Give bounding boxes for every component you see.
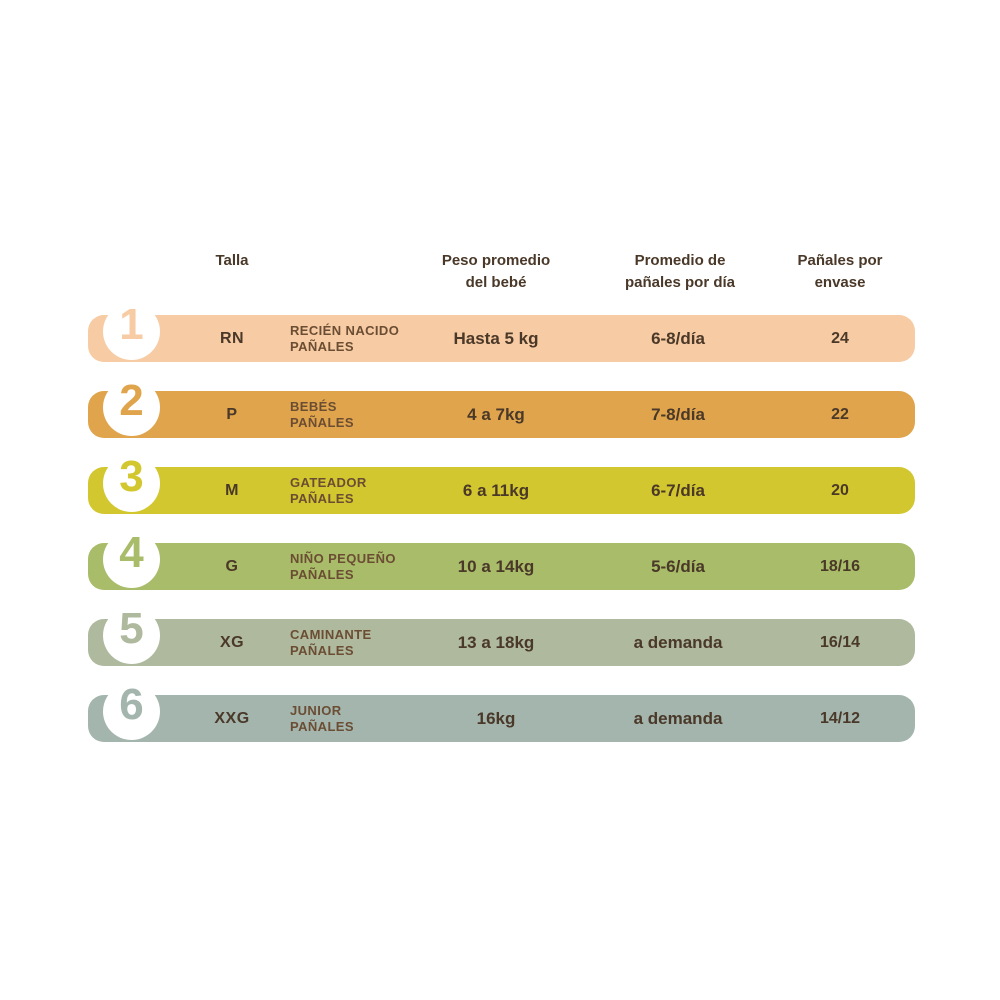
stage-label-line2: PAÑALES <box>290 490 354 506</box>
stage-label-line1: BEBÉS <box>290 399 337 414</box>
header-label: Promedio de <box>634 252 726 269</box>
weight-range: 10 a 14kg <box>457 556 535 576</box>
stage-label: JUNIOR PAÑALES <box>290 695 475 742</box>
diapers-per-pack: 24 <box>831 329 849 347</box>
column-header-panales-envase: Pañales por envase <box>777 250 903 294</box>
stage-label-line1: CAMINANTE <box>290 627 372 642</box>
diapers-per-day: 7-8/día <box>651 404 705 424</box>
table-row: 4 G NIÑO PEQUEÑO PAÑALES 10 a 14kg 5-6/d… <box>88 528 915 590</box>
stage-label: RECIÉN NACIDO PAÑALES <box>290 315 475 362</box>
size-code: RN <box>219 329 245 347</box>
stage-label: BEBÉS PAÑALES <box>290 391 475 438</box>
stage-label-line2: PAÑALES <box>290 414 354 430</box>
row-number: 2 <box>119 375 144 425</box>
header-label: Peso promedio <box>441 252 551 269</box>
table-row: 2 P BEBÉS PAÑALES 4 a 7kg 7-8/día 22 <box>88 376 915 438</box>
stage-label-line1: GATEADOR <box>290 475 367 490</box>
row-number-badge: 1 <box>103 299 160 360</box>
diapers-per-pack: 18/16 <box>819 557 861 575</box>
header-label: Talla <box>215 252 249 269</box>
row-number-badge: 3 <box>103 451 160 512</box>
table-row: 1 RN RECIÉN NACIDO PAÑALES Hasta 5 kg 6-… <box>88 300 915 362</box>
stage-label-line2: PAÑALES <box>290 338 354 354</box>
stage-label: GATEADOR PAÑALES <box>290 467 475 514</box>
diapers-per-pack: 22 <box>831 405 849 423</box>
table-row: 6 XXG JUNIOR PAÑALES 16kg a demanda 14/1… <box>88 680 915 742</box>
header-label: envase <box>814 274 866 291</box>
diapers-per-pack: 20 <box>831 481 849 499</box>
row-number-badge: 5 <box>103 603 160 664</box>
stage-label: CAMINANTE PAÑALES <box>290 619 475 666</box>
row-number-badge: 2 <box>103 375 160 436</box>
table-header: Talla Peso promedio del bebé Promedio de… <box>88 250 915 302</box>
diapers-per-day: 6-7/día <box>651 480 705 500</box>
row-number: 1 <box>119 299 144 349</box>
weight-range: 13 a 18kg <box>457 632 535 652</box>
diapers-per-pack: 16/14 <box>819 633 861 651</box>
row-number: 4 <box>119 527 144 577</box>
diapers-per-day: 6-8/día <box>651 328 705 348</box>
stage-label-line1: RECIÉN NACIDO <box>290 323 400 338</box>
column-header-promedio-dia: Promedio de pañales por día <box>598 250 762 294</box>
stage-label-line2: PAÑALES <box>290 642 354 658</box>
diapers-per-day: a demanda <box>633 708 723 728</box>
column-header-talla: Talla <box>192 250 272 272</box>
row-number: 3 <box>119 451 144 501</box>
weight-range: 4 a 7kg <box>467 404 525 424</box>
header-label: Pañales por <box>797 252 883 269</box>
stage-label-line1: JUNIOR <box>290 703 342 718</box>
size-code: XG <box>219 633 245 651</box>
header-label: pañales por día <box>624 274 736 291</box>
weight-range: Hasta 5 kg <box>453 328 539 348</box>
weight-range: 16kg <box>476 708 516 728</box>
size-code: P <box>226 405 238 423</box>
table-row: 3 M GATEADOR PAÑALES 6 a 11kg 6-7/día 20 <box>88 452 915 514</box>
weight-range: 6 a 11kg <box>462 480 530 500</box>
row-number-badge: 4 <box>103 527 160 588</box>
row-number: 5 <box>119 603 144 653</box>
row-number: 6 <box>119 679 144 729</box>
diapers-per-pack: 14/12 <box>819 709 861 727</box>
size-code: M <box>225 481 239 499</box>
size-code: XXG <box>214 709 250 727</box>
column-header-peso-promedio: Peso promedio del bebé <box>416 250 576 294</box>
stage-label-line2: PAÑALES <box>290 566 354 582</box>
stage-label-line1: NIÑO PEQUEÑO <box>290 551 396 566</box>
table-row: 5 XG CAMINANTE PAÑALES 13 a 18kg a deman… <box>88 604 915 666</box>
diapers-per-day: 5-6/día <box>651 556 705 576</box>
row-number-badge: 6 <box>103 679 160 740</box>
stage-label: NIÑO PEQUEÑO PAÑALES <box>290 543 475 590</box>
size-code: G <box>225 557 239 575</box>
stage-label-line2: PAÑALES <box>290 718 354 734</box>
diapers-per-day: a demanda <box>633 632 723 652</box>
header-label: del bebé <box>465 274 527 291</box>
